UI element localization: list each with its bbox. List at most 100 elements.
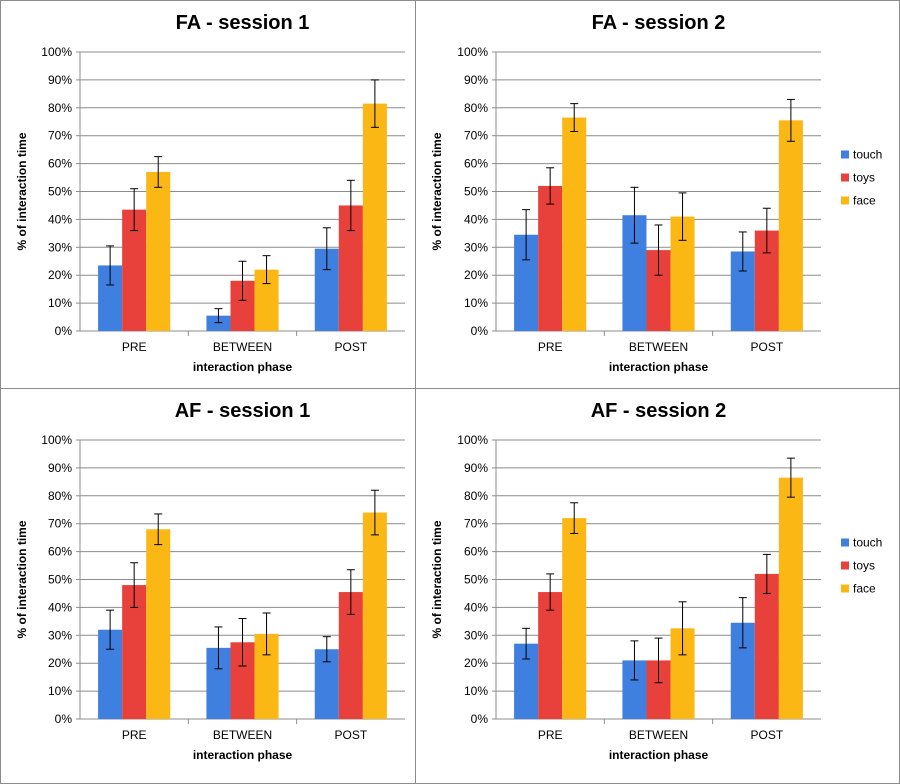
y-tick-label: 40% — [464, 600, 488, 614]
legend-label: toys — [853, 171, 875, 185]
y-tick-label: 100% — [457, 433, 488, 447]
chart-title: FA - session 1 — [176, 12, 310, 34]
y-tick-label: 10% — [48, 684, 72, 698]
y-tick-label: 80% — [48, 489, 72, 503]
y-tick-label: 50% — [464, 573, 488, 587]
chart-title: FA - session 2 — [592, 12, 726, 34]
y-tick-label: 60% — [48, 157, 72, 171]
y-tick-label: 10% — [48, 296, 72, 310]
y-tick-label: 50% — [48, 573, 72, 587]
y-tick-label: 20% — [48, 268, 72, 282]
y-tick-label: 30% — [464, 240, 488, 254]
y-tick-label: 70% — [48, 129, 72, 143]
bar — [206, 315, 231, 331]
y-tick-label: 30% — [48, 240, 72, 254]
legend-swatch — [841, 561, 849, 570]
x-axis-label: interaction phase — [193, 748, 293, 762]
y-tick-label: 20% — [464, 656, 488, 670]
y-tick-label: 50% — [48, 185, 72, 199]
y-tick-label: 10% — [464, 684, 488, 698]
x-axis-label: interaction phase — [609, 748, 709, 762]
bar — [362, 103, 387, 332]
chart-panel: FA - session 1 0% 10% 20% 30% 40% 50% 60% 70% 80%… — [0, 0, 416, 389]
bar-chart: AF - session 1 0% 10% 20% 30% 40% 50% 60% 70% 80%… — [15, 400, 405, 762]
x-tick-label: PRE — [538, 340, 563, 354]
bar — [562, 117, 587, 331]
x-axis-label: interaction phase — [193, 360, 293, 374]
y-tick-label: 20% — [48, 656, 72, 670]
y-tick-label: 100% — [41, 45, 72, 59]
bar-chart: FA - session 1 0% 10% 20% 30% 40% 50% 60% 70% 80%… — [15, 12, 405, 374]
x-tick-label: PRE — [122, 728, 147, 742]
y-tick-label: 80% — [48, 101, 72, 115]
x-tick-label: BETWEEN — [213, 340, 272, 354]
chart-panel: AF - session 1 0% 10% 20% 30% 40% 50% 60% 70% 80%… — [0, 388, 416, 784]
x-tick-label: BETWEEN — [629, 340, 688, 354]
bar — [778, 120, 803, 331]
y-tick-label: 30% — [48, 628, 72, 642]
legend-swatch — [841, 173, 849, 182]
x-tick-label: POST — [334, 340, 367, 354]
legend-swatch — [841, 584, 849, 593]
legend-label: touch — [853, 536, 882, 550]
y-tick-label: 80% — [464, 489, 488, 503]
legend-label: face — [853, 194, 876, 208]
chart-panel: FA - session 2 0% 10% 20% 30% 40% 50% 60% 70% 80%… — [415, 0, 900, 389]
y-tick-label: 70% — [464, 129, 488, 143]
bar — [538, 592, 563, 719]
y-tick-label: 30% — [464, 628, 488, 642]
y-tick-label: 90% — [48, 73, 72, 87]
x-tick-label: BETWEEN — [213, 728, 272, 742]
x-tick-label: BETWEEN — [629, 728, 688, 742]
bar — [146, 529, 171, 719]
y-axis-label: % of interaction time — [430, 132, 444, 250]
legend-swatch — [841, 150, 849, 159]
y-tick-label: 60% — [48, 545, 72, 559]
legend-label: toys — [853, 559, 875, 573]
y-tick-label: 10% — [464, 296, 488, 310]
x-tick-label: POST — [334, 728, 367, 742]
bar — [362, 512, 387, 719]
y-tick-label: 60% — [464, 545, 488, 559]
legend-swatch — [841, 538, 849, 547]
y-axis-label: % of interaction time — [15, 132, 29, 250]
y-axis-label: % of interaction time — [15, 520, 29, 638]
y-tick-label: 0% — [471, 712, 489, 726]
bar-chart: FA - session 2 0% 10% 20% 30% 40% 50% 60% 70% 80%… — [430, 12, 882, 374]
legend-swatch — [841, 196, 849, 205]
legend-label: touch — [853, 148, 882, 162]
x-tick-label: POST — [750, 728, 783, 742]
y-tick-label: 90% — [464, 73, 488, 87]
bar — [754, 573, 779, 719]
bar — [562, 518, 587, 719]
x-tick-label: PRE — [122, 340, 147, 354]
chart-title: AF - session 1 — [175, 400, 311, 422]
x-tick-label: POST — [750, 340, 783, 354]
y-axis-label: % of interaction time — [430, 520, 444, 638]
y-tick-label: 60% — [464, 157, 488, 171]
y-tick-label: 0% — [55, 712, 73, 726]
x-tick-label: PRE — [538, 728, 563, 742]
y-tick-label: 40% — [464, 212, 488, 226]
y-tick-label: 80% — [464, 101, 488, 115]
y-tick-label: 50% — [464, 185, 488, 199]
y-tick-label: 0% — [471, 324, 489, 338]
bar — [146, 171, 171, 331]
y-tick-label: 40% — [48, 212, 72, 226]
x-axis-label: interaction phase — [609, 360, 709, 374]
bar-chart: AF - session 2 0% 10% 20% 30% 40% 50% 60% 70% 80%… — [430, 400, 882, 762]
y-tick-label: 40% — [48, 600, 72, 614]
y-tick-label: 90% — [48, 461, 72, 475]
y-tick-label: 70% — [48, 517, 72, 531]
y-tick-label: 0% — [55, 324, 73, 338]
bar — [538, 185, 563, 331]
y-tick-label: 100% — [41, 433, 72, 447]
chart-panel: AF - session 2 0% 10% 20% 30% 40% 50% 60% 70% 80%… — [415, 388, 900, 784]
y-tick-label: 90% — [464, 461, 488, 475]
bar — [778, 477, 803, 719]
y-tick-label: 20% — [464, 268, 488, 282]
y-tick-label: 70% — [464, 517, 488, 531]
chart-title: AF - session 2 — [591, 400, 727, 422]
y-tick-label: 100% — [457, 45, 488, 59]
